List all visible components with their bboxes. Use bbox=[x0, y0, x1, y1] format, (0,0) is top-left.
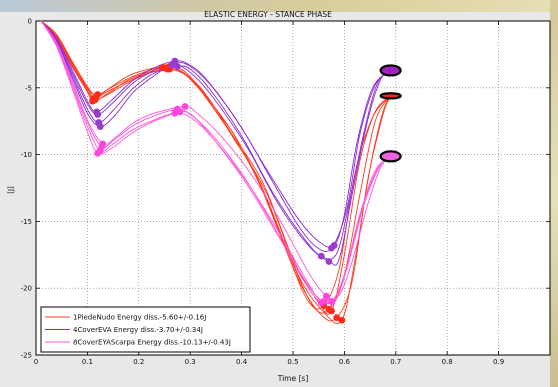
x-tick-label: 0 bbox=[34, 358, 38, 366]
y-tick-label: -20 bbox=[21, 285, 32, 293]
y-axis-ticks: 0 -5 -10 -15 -20 -25 bbox=[21, 18, 550, 360]
series-line-2 bbox=[40, 20, 392, 252]
series-marker-2 bbox=[317, 252, 325, 260]
series-marker-1 bbox=[90, 95, 97, 102]
series-line-3 bbox=[40, 20, 392, 300]
x-tick-label: 0.1 bbox=[82, 358, 93, 366]
series-line-1 bbox=[40, 20, 392, 325]
window-top-edge bbox=[0, 0, 558, 12]
series-marker-2 bbox=[96, 123, 104, 130]
window-right-edge bbox=[550, 0, 558, 387]
x-tick-label: 0.8 bbox=[442, 358, 453, 366]
series-marker-3 bbox=[176, 108, 184, 116]
series-marker-1 bbox=[328, 307, 335, 315]
series-marker-2 bbox=[173, 63, 181, 70]
series-marker-3 bbox=[328, 298, 335, 305]
mean-end-marker-1 bbox=[379, 92, 402, 100]
series-line-1 bbox=[40, 20, 392, 310]
y-tick-label: 0 bbox=[28, 18, 32, 26]
series-marker-1 bbox=[333, 314, 341, 321]
series-marker-3 bbox=[99, 140, 107, 148]
x-tick-label: 0.9 bbox=[493, 358, 504, 366]
y-tick-label: -15 bbox=[21, 218, 32, 226]
y-tick-label: -5 bbox=[25, 84, 32, 92]
x-tick-label: 0.2 bbox=[133, 358, 144, 366]
series-lines bbox=[40, 20, 392, 325]
series-marker-1 bbox=[158, 64, 166, 72]
series-line-1 bbox=[40, 20, 392, 322]
x-tick-label: 0.5 bbox=[287, 358, 298, 366]
series-marker-2 bbox=[93, 108, 101, 116]
legend-label-3: 8CoverEYAScarpa Energy diss.-10.13+/-0.4… bbox=[73, 339, 231, 347]
series-line-2 bbox=[40, 20, 391, 266]
series-marker-2 bbox=[330, 242, 338, 249]
mean-end-marker-3 bbox=[379, 150, 402, 163]
x-axis-label: Time [s] bbox=[277, 374, 309, 383]
y-tick-label: -25 bbox=[21, 352, 32, 360]
series-marker-2 bbox=[171, 57, 179, 65]
chart-title: ELASTIC ENERGY - STANCE PHASE bbox=[204, 10, 332, 19]
series-marker-3 bbox=[181, 103, 189, 110]
x-tick-label: 0.7 bbox=[390, 358, 401, 366]
series-line-2 bbox=[40, 20, 392, 248]
series-marker-3 bbox=[323, 292, 330, 300]
x-axis-ticks: 0 0.1 0.2 0.3 0.4 0.5 0.6 0.7 0.8 0.9 bbox=[34, 21, 504, 366]
legend-box bbox=[40, 306, 251, 353]
legend-label-2: 4CoverEVA Energy diss.-3.70+/-0.34J bbox=[73, 326, 203, 334]
series-line-3 bbox=[40, 20, 392, 305]
mean-end-marker-2 bbox=[379, 64, 402, 77]
series-marker-3 bbox=[320, 298, 328, 305]
mean-end-markers bbox=[379, 64, 402, 163]
series-marker-1 bbox=[338, 316, 346, 324]
x-tick-label: 0.4 bbox=[236, 358, 248, 366]
x-tick-label: 0.6 bbox=[339, 358, 351, 366]
plot-area bbox=[35, 20, 551, 356]
legend: 1PiedeNudo Energy diss.-5.60+/-0.16J 4Cov… bbox=[40, 306, 251, 353]
data-markers bbox=[89, 57, 346, 324]
x-tick-label: 0.3 bbox=[185, 358, 196, 366]
series-line-2 bbox=[40, 20, 392, 260]
legend-label-1: 1PiedeNudo Energy diss.-5.60+/-0.16J bbox=[73, 314, 206, 322]
series-marker-3 bbox=[94, 149, 102, 157]
series-marker-2 bbox=[325, 258, 333, 265]
y-axis-label: [J] bbox=[7, 186, 15, 194]
y-tick-label: -10 bbox=[21, 151, 32, 159]
series-line-3 bbox=[40, 20, 391, 304]
